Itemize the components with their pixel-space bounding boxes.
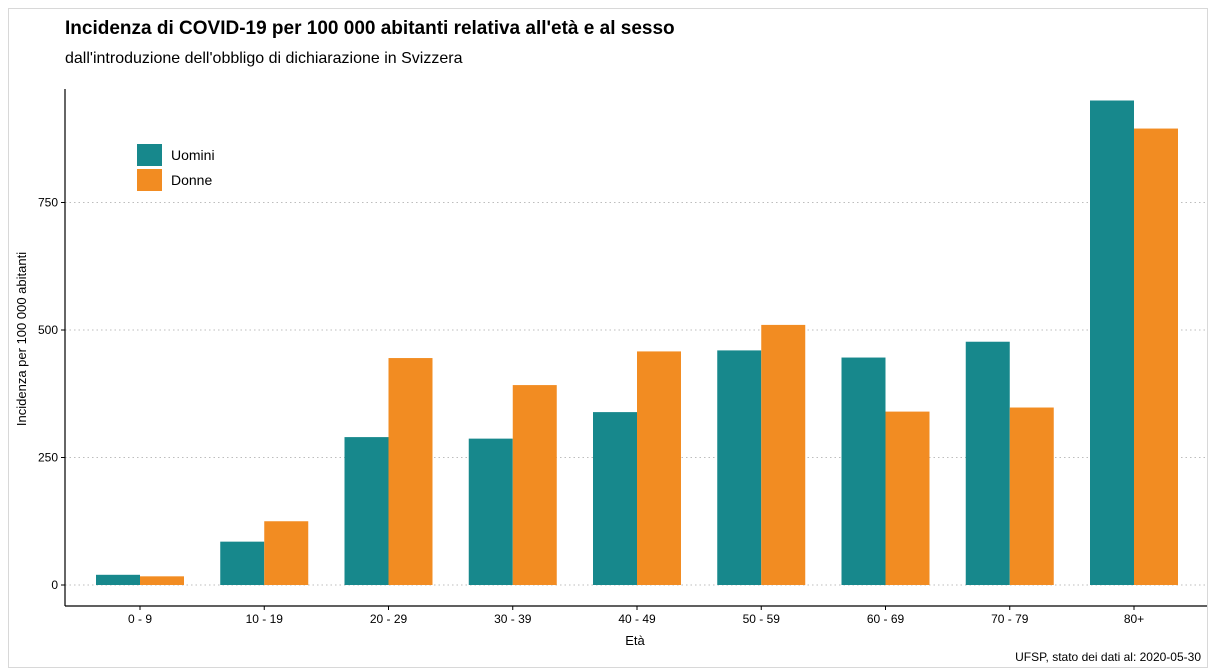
bar-uomini-4049: [593, 412, 637, 585]
x-tick-label: 70 - 79: [991, 612, 1029, 626]
bar-chart: Incidenza di COVID-19 per 100 000 abitan…: [9, 9, 1207, 667]
bar-uomini-6069: [842, 358, 886, 585]
bar-uomini-2029: [345, 437, 389, 585]
legend-label-uomini: Uomini: [171, 147, 215, 163]
y-tick-label: 750: [38, 196, 58, 210]
bar-donne-5059: [761, 325, 805, 585]
y-tick-label: 0: [51, 578, 58, 592]
bars: [96, 101, 1178, 586]
chart-title: Incidenza di COVID-19 per 100 000 abitan…: [65, 18, 675, 39]
y-tick-label: 500: [38, 323, 58, 337]
chart-subtitle: dall'introduzione dell'obbligo di dichia…: [65, 50, 463, 67]
x-tick-label: 20 - 29: [370, 612, 408, 626]
x-tick-label: 0 - 9: [128, 612, 152, 626]
y-axis-title: Incidenza per 100 000 abitanti: [14, 252, 29, 426]
bar-uomini-7079: [966, 342, 1010, 585]
legend: Uomini Donne: [137, 144, 215, 191]
bar-donne-09: [140, 576, 184, 585]
bar-donne-7079: [1010, 408, 1054, 585]
bar-donne-4049: [637, 351, 681, 585]
bar-donne-2029: [389, 358, 433, 585]
legend-swatch-donne: [137, 169, 162, 191]
bar-uomini-1019: [220, 542, 264, 585]
bar-uomini-5059: [717, 350, 761, 585]
x-tick-label: 50 - 59: [743, 612, 781, 626]
bar-uomini-09: [96, 575, 140, 585]
y-tick-label: 250: [38, 451, 58, 465]
bar-uomini-3039: [469, 439, 513, 585]
bar-donne-80+: [1134, 129, 1178, 585]
x-tick-label: 40 - 49: [618, 612, 656, 626]
legend-label-donne: Donne: [171, 172, 212, 188]
bar-donne-6069: [886, 412, 930, 585]
bar-donne-1019: [264, 521, 308, 585]
bar-donne-3039: [513, 385, 557, 585]
x-axis-title: Età: [625, 633, 645, 648]
bar-uomini-80+: [1090, 101, 1134, 586]
x-tick-label: 10 - 19: [246, 612, 284, 626]
data-source-caption: UFSP, stato dei dati al: 2020-05-30: [1015, 650, 1201, 664]
legend-swatch-uomini: [137, 144, 162, 166]
chart-frame: Incidenza di COVID-19 per 100 000 abitan…: [8, 8, 1208, 668]
x-tick-label: 60 - 69: [867, 612, 905, 626]
x-tick-label: 80+: [1124, 612, 1144, 626]
x-tick-label: 30 - 39: [494, 612, 532, 626]
